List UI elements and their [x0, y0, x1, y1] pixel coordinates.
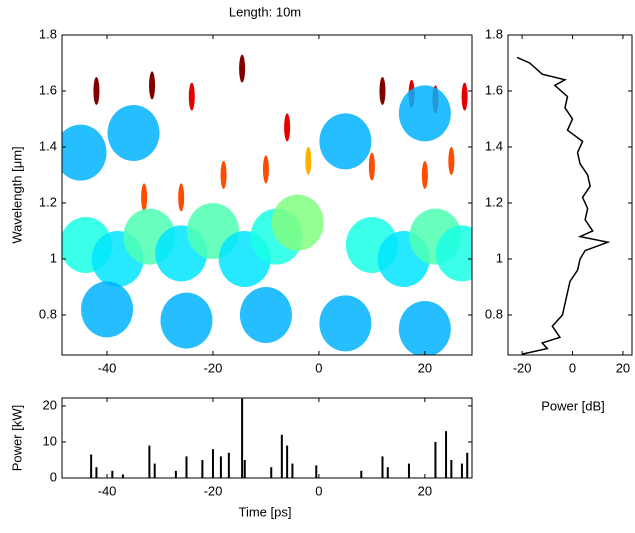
spectrum-line	[516, 56, 611, 355]
spectral-spot	[141, 183, 148, 212]
power-spike	[219, 456, 222, 478]
power-spike	[460, 463, 463, 478]
spectral-spot	[93, 76, 100, 105]
spectral-spot	[107, 104, 160, 161]
spectral-spot	[188, 82, 195, 111]
y-tick-label: 1	[50, 250, 57, 265]
x-tick-label: 20	[418, 483, 432, 498]
spectral-spot	[220, 160, 227, 189]
x-tick-label: 0	[315, 483, 322, 498]
power-spike	[95, 467, 98, 478]
spectral-spot	[461, 82, 468, 111]
y-tick-label: 1.8	[39, 26, 57, 41]
x-tick-label: 0	[315, 360, 322, 375]
spectral-spot	[379, 76, 386, 105]
y-tick-label: 1.2	[485, 194, 503, 209]
power-spike	[201, 459, 204, 478]
x-tick-label: -40	[98, 360, 117, 375]
power-spike	[185, 456, 188, 478]
power-spike	[291, 463, 294, 478]
y-tick-label: 1.4	[485, 138, 503, 153]
x-tick-label: -20	[204, 360, 223, 375]
power-spike	[386, 467, 389, 478]
power-spike	[148, 445, 151, 478]
x-tick-label: 0	[569, 360, 576, 375]
y-tick-label: 0	[50, 469, 57, 484]
axes-frame	[61, 397, 473, 479]
power-spike	[280, 434, 283, 478]
power-spike	[121, 474, 124, 478]
x-tick-label: -20	[204, 483, 223, 498]
y-tick-label: 1.4	[39, 138, 57, 153]
spectral-spot	[160, 292, 213, 349]
x-tick-label: -40	[98, 483, 117, 498]
spectral-spot	[239, 54, 246, 83]
y-tick-label: 1.8	[485, 26, 503, 41]
power-spike	[286, 445, 289, 478]
spectral-spot	[421, 160, 428, 189]
x-axis-label: Power [dB]	[541, 398, 605, 413]
y-tick-label: 1	[496, 250, 503, 265]
power-spike	[241, 398, 244, 478]
y-tick-label: 0.8	[39, 306, 57, 321]
spectral-spot	[398, 85, 451, 142]
spectral-spot	[319, 295, 372, 352]
plot-area	[90, 398, 472, 478]
spectral-spot	[398, 300, 451, 355]
spectral-spot	[239, 286, 292, 343]
spectral-spot	[448, 146, 455, 175]
power-spike	[90, 454, 93, 478]
power-spike	[111, 470, 114, 478]
spectral-spot	[262, 155, 269, 184]
y-tick-label: 20	[43, 397, 57, 412]
power-spike	[466, 452, 469, 478]
power-spike	[174, 470, 177, 478]
y-tick-label: 10	[43, 433, 57, 448]
power-spike	[315, 465, 318, 478]
spectral-spot	[271, 194, 324, 251]
y-axis-label: Power [kW]	[9, 405, 24, 471]
power-spike	[381, 456, 384, 478]
power-spike	[434, 441, 437, 478]
spectral-spot	[62, 124, 107, 181]
plot-area	[62, 54, 472, 355]
power-spike	[407, 463, 410, 478]
spectral-spot	[435, 225, 472, 282]
power-spike	[227, 452, 230, 478]
spectral-spot	[319, 113, 372, 170]
spectral-spot	[149, 71, 156, 100]
power-spike	[360, 470, 363, 478]
power-spike	[153, 463, 156, 478]
power-spike	[450, 459, 453, 478]
axes-frame	[61, 34, 473, 356]
power-spike	[243, 459, 246, 478]
plot-area	[516, 56, 611, 355]
spectral-spot	[178, 183, 185, 212]
spectral-spot	[81, 281, 134, 338]
y-tick-label: 1.6	[485, 82, 503, 97]
power-spike	[445, 431, 448, 478]
spectral-spot	[305, 146, 312, 175]
x-tick-label: 20	[616, 360, 630, 375]
chart-title: Length: 10m	[229, 4, 301, 19]
power-spike	[211, 449, 214, 478]
spectral-spot	[368, 152, 375, 181]
spectral-spot	[284, 113, 291, 142]
y-tick-label: 1.6	[39, 82, 57, 97]
axes-frame	[507, 34, 633, 356]
y-axis-label: Wavelength [μm]	[9, 146, 24, 243]
x-axis-label: Time [ps]	[239, 504, 292, 519]
power-spike	[270, 467, 273, 478]
x-tick-label: 20	[418, 360, 432, 375]
y-tick-label: 1.2	[39, 194, 57, 209]
x-tick-label: -20	[513, 360, 532, 375]
y-tick-label: 0.8	[485, 306, 503, 321]
